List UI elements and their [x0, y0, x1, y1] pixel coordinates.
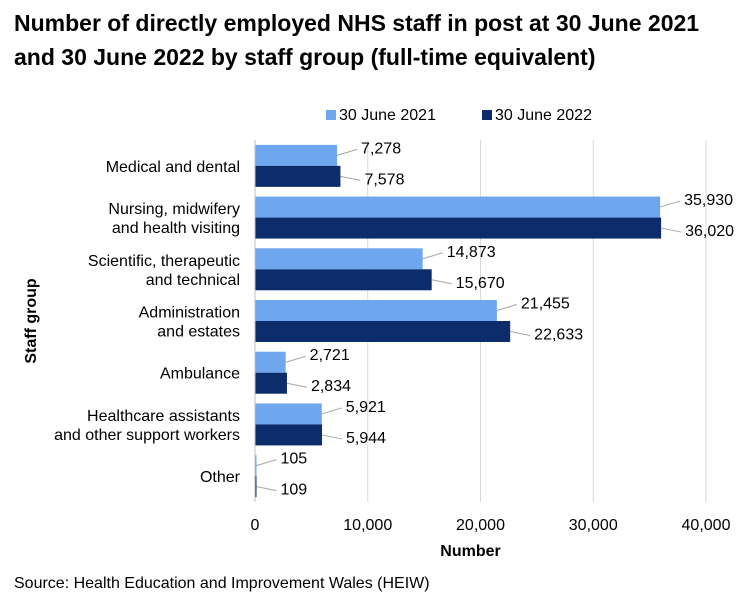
chart-title: Number of directly employed NHS staff in… [14, 10, 700, 70]
category-label: Administration [139, 305, 240, 322]
category-label: Scientific, therapeutic [88, 253, 240, 270]
x-tick-label: 0 [251, 517, 260, 534]
data-label: 5,944 [346, 430, 386, 447]
bar [255, 196, 661, 218]
bar [255, 321, 511, 342]
x-tick-label: 30,000 [569, 517, 618, 534]
bar [255, 217, 662, 239]
data-label: 22,633 [534, 327, 583, 344]
leader-line [321, 407, 342, 415]
bar [255, 351, 286, 373]
category-label: Healthcare assistants [87, 408, 240, 425]
legend-label: 30 June 2022 [495, 107, 592, 124]
category-label: Other [200, 469, 241, 486]
bar [255, 403, 322, 425]
bar [255, 300, 497, 321]
bar [255, 165, 341, 187]
leader-line [510, 331, 531, 336]
x-tick-label: 10,000 [343, 517, 392, 534]
leader-line [340, 175, 361, 181]
bar [255, 476, 257, 498]
leader-line [431, 279, 452, 285]
leader-line [256, 459, 277, 467]
data-label: 35,930 [684, 192, 733, 209]
data-label: 7,578 [364, 171, 404, 188]
bar [255, 144, 338, 166]
leader-line [256, 486, 277, 492]
data-label: 21,455 [521, 296, 570, 313]
category-label: and estates [157, 324, 240, 341]
leader-line [661, 227, 682, 233]
category-label: Medical and dental [106, 159, 240, 176]
data-label: 14,873 [447, 244, 496, 261]
leader-line [286, 382, 308, 388]
legend-swatch [482, 110, 492, 120]
x-tick-label: 40,000 [682, 517, 731, 534]
data-label: 15,670 [456, 275, 505, 292]
data-label: 5,921 [346, 399, 386, 416]
leader-line [285, 355, 306, 363]
data-label: 7,278 [361, 140, 401, 157]
data-label: 2,721 [310, 347, 350, 364]
bar [255, 424, 323, 446]
data-label: 2,834 [311, 378, 351, 395]
source-note: Source: Health Education and Improvement… [14, 575, 430, 592]
data-label: 109 [281, 482, 308, 499]
leader-line [422, 252, 443, 260]
x-tick-label: 20,000 [456, 517, 505, 534]
category-label: and other support workers [54, 427, 240, 444]
data-label: 105 [281, 451, 308, 468]
leader-line [659, 200, 681, 208]
bar [255, 269, 432, 291]
bar [255, 248, 423, 270]
data-label: 36,020 [685, 223, 734, 240]
category-label: and health visiting [112, 220, 240, 237]
legend-swatch [326, 110, 336, 120]
leader-line [321, 434, 343, 440]
x-axis-title: Number [440, 543, 500, 560]
y-axis-title: Staff group [23, 278, 40, 364]
category-label: Nursing, midwifery [108, 201, 240, 218]
bar [255, 455, 257, 477]
bar [255, 372, 287, 394]
category-label: Ambulance [160, 366, 240, 383]
category-label: and technical [146, 272, 240, 289]
legend-label: 30 June 2021 [339, 107, 436, 124]
leader-line [336, 148, 358, 156]
leader-line [496, 304, 518, 311]
